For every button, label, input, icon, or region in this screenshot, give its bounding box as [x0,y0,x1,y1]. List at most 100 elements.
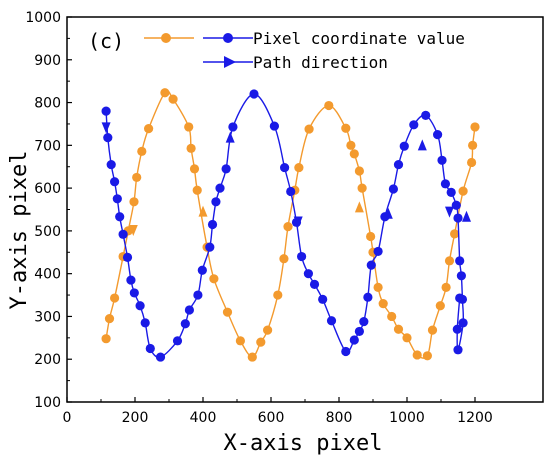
series-blue-point [122,252,133,263]
x-tick-label: 0 [63,410,72,426]
series-orange-point [467,157,477,168]
path-direction-arrow [354,201,364,213]
series-orange-point [184,122,194,132]
series-orange-point [354,166,364,176]
series-orange-point [235,336,245,346]
series-blue-point [118,229,128,239]
y-tick-label: 300 [34,309,61,325]
path-direction-arrow [198,205,208,217]
series-orange-point [222,307,233,317]
panel-label: (c) [88,29,124,53]
series-orange-point [441,282,451,292]
series-orange-point [468,140,478,150]
x-tick-label: 800 [326,410,353,426]
series-orange-point [435,301,445,311]
series-blue-point [373,246,383,257]
legend-label-path-direction: Path direction [253,53,388,72]
series-orange-point [444,256,455,266]
legend-blue-marker [223,33,233,43]
series-orange-point [247,352,257,362]
series-blue-point [205,242,215,252]
series-blue-point [453,345,463,355]
series-orange-point [168,94,178,104]
series-orange-point [427,325,438,335]
path-direction-arrow [417,139,427,151]
series-blue-point [140,318,150,328]
series-blue-point [433,130,443,140]
series-blue-point [286,186,296,197]
series-blue-point [437,155,447,165]
y-tick-label: 1000 [25,10,61,26]
series-blue-point [155,352,166,362]
series-orange-point [357,183,367,193]
path-direction-arrow [225,131,235,143]
x-tick-label: 1000 [389,410,425,426]
series-blue-point [129,288,139,298]
series-blue-point [409,120,419,130]
x-tick-label: 600 [258,410,285,426]
series-blue-point [363,292,373,302]
series-blue-point [354,326,364,337]
series-orange-point [132,172,142,183]
series-blue-point [297,251,307,262]
series-orange-point [110,293,120,303]
series-layer [101,88,480,362]
series-blue-point [458,318,468,328]
series-blue-point [309,279,320,289]
legend: Pixel coordinate value Path direction [144,29,465,72]
x-tick-label: 1200 [457,410,493,426]
series-blue-point [359,316,369,327]
series-blue-point [455,256,465,266]
series-blue-point [303,269,313,279]
series-blue-point [453,213,463,223]
series-blue-point [399,141,409,151]
series-blue-point [452,324,462,334]
series-blue-point [228,122,238,132]
x-axis-ticks: 0 200 400 600 800 1000 1200 [63,397,493,426]
y-tick-label: 100 [34,395,61,411]
series-blue-point [318,294,328,304]
series-blue-point [180,319,190,329]
series-orange-point [458,186,468,196]
path-direction-arrows [101,122,471,237]
path-direction-arrow [128,225,138,237]
legend-label-pixel-coordinate: Pixel coordinate value [253,29,465,48]
series-orange-point [209,274,219,284]
series-orange-point [346,140,356,150]
series-orange-point [104,313,115,324]
series-blue-point [366,260,376,270]
y-tick-label: 800 [34,96,61,112]
series-orange-point [378,299,388,309]
series-orange-point [186,143,196,153]
series-blue-point [193,290,203,300]
series-blue-point [145,343,155,354]
path-direction-arrow [445,206,454,218]
series-orange-point [189,164,200,174]
series-blue-point [349,335,359,345]
series-orange-point [137,146,147,156]
y-tick-label: 200 [34,352,61,368]
y-tick-label: 600 [34,181,61,197]
series-blue-point [172,336,183,346]
series-blue-point [101,106,111,116]
y-tick-label: 500 [34,224,61,240]
series-blue-point [455,293,465,303]
plot-frame [66,16,544,403]
series-orange-point [402,333,412,343]
x-tick-label: 400 [190,410,217,426]
series-orange-point [349,149,359,159]
series-blue-point [126,275,136,285]
series-orange-point [450,229,460,239]
series-orange-line [105,90,476,359]
y-axis-title: Y-axis pixel [7,151,32,310]
path-direction-arrow [383,207,393,219]
series-blue-point [269,121,279,131]
series-blue-point [115,212,125,222]
series-blue-point [215,183,225,193]
series-blue-point [440,179,451,189]
series-blue-point [221,164,231,174]
series-orange-point [304,124,314,134]
series-orange-point [324,100,334,111]
x-tick-label: 200 [122,410,149,426]
